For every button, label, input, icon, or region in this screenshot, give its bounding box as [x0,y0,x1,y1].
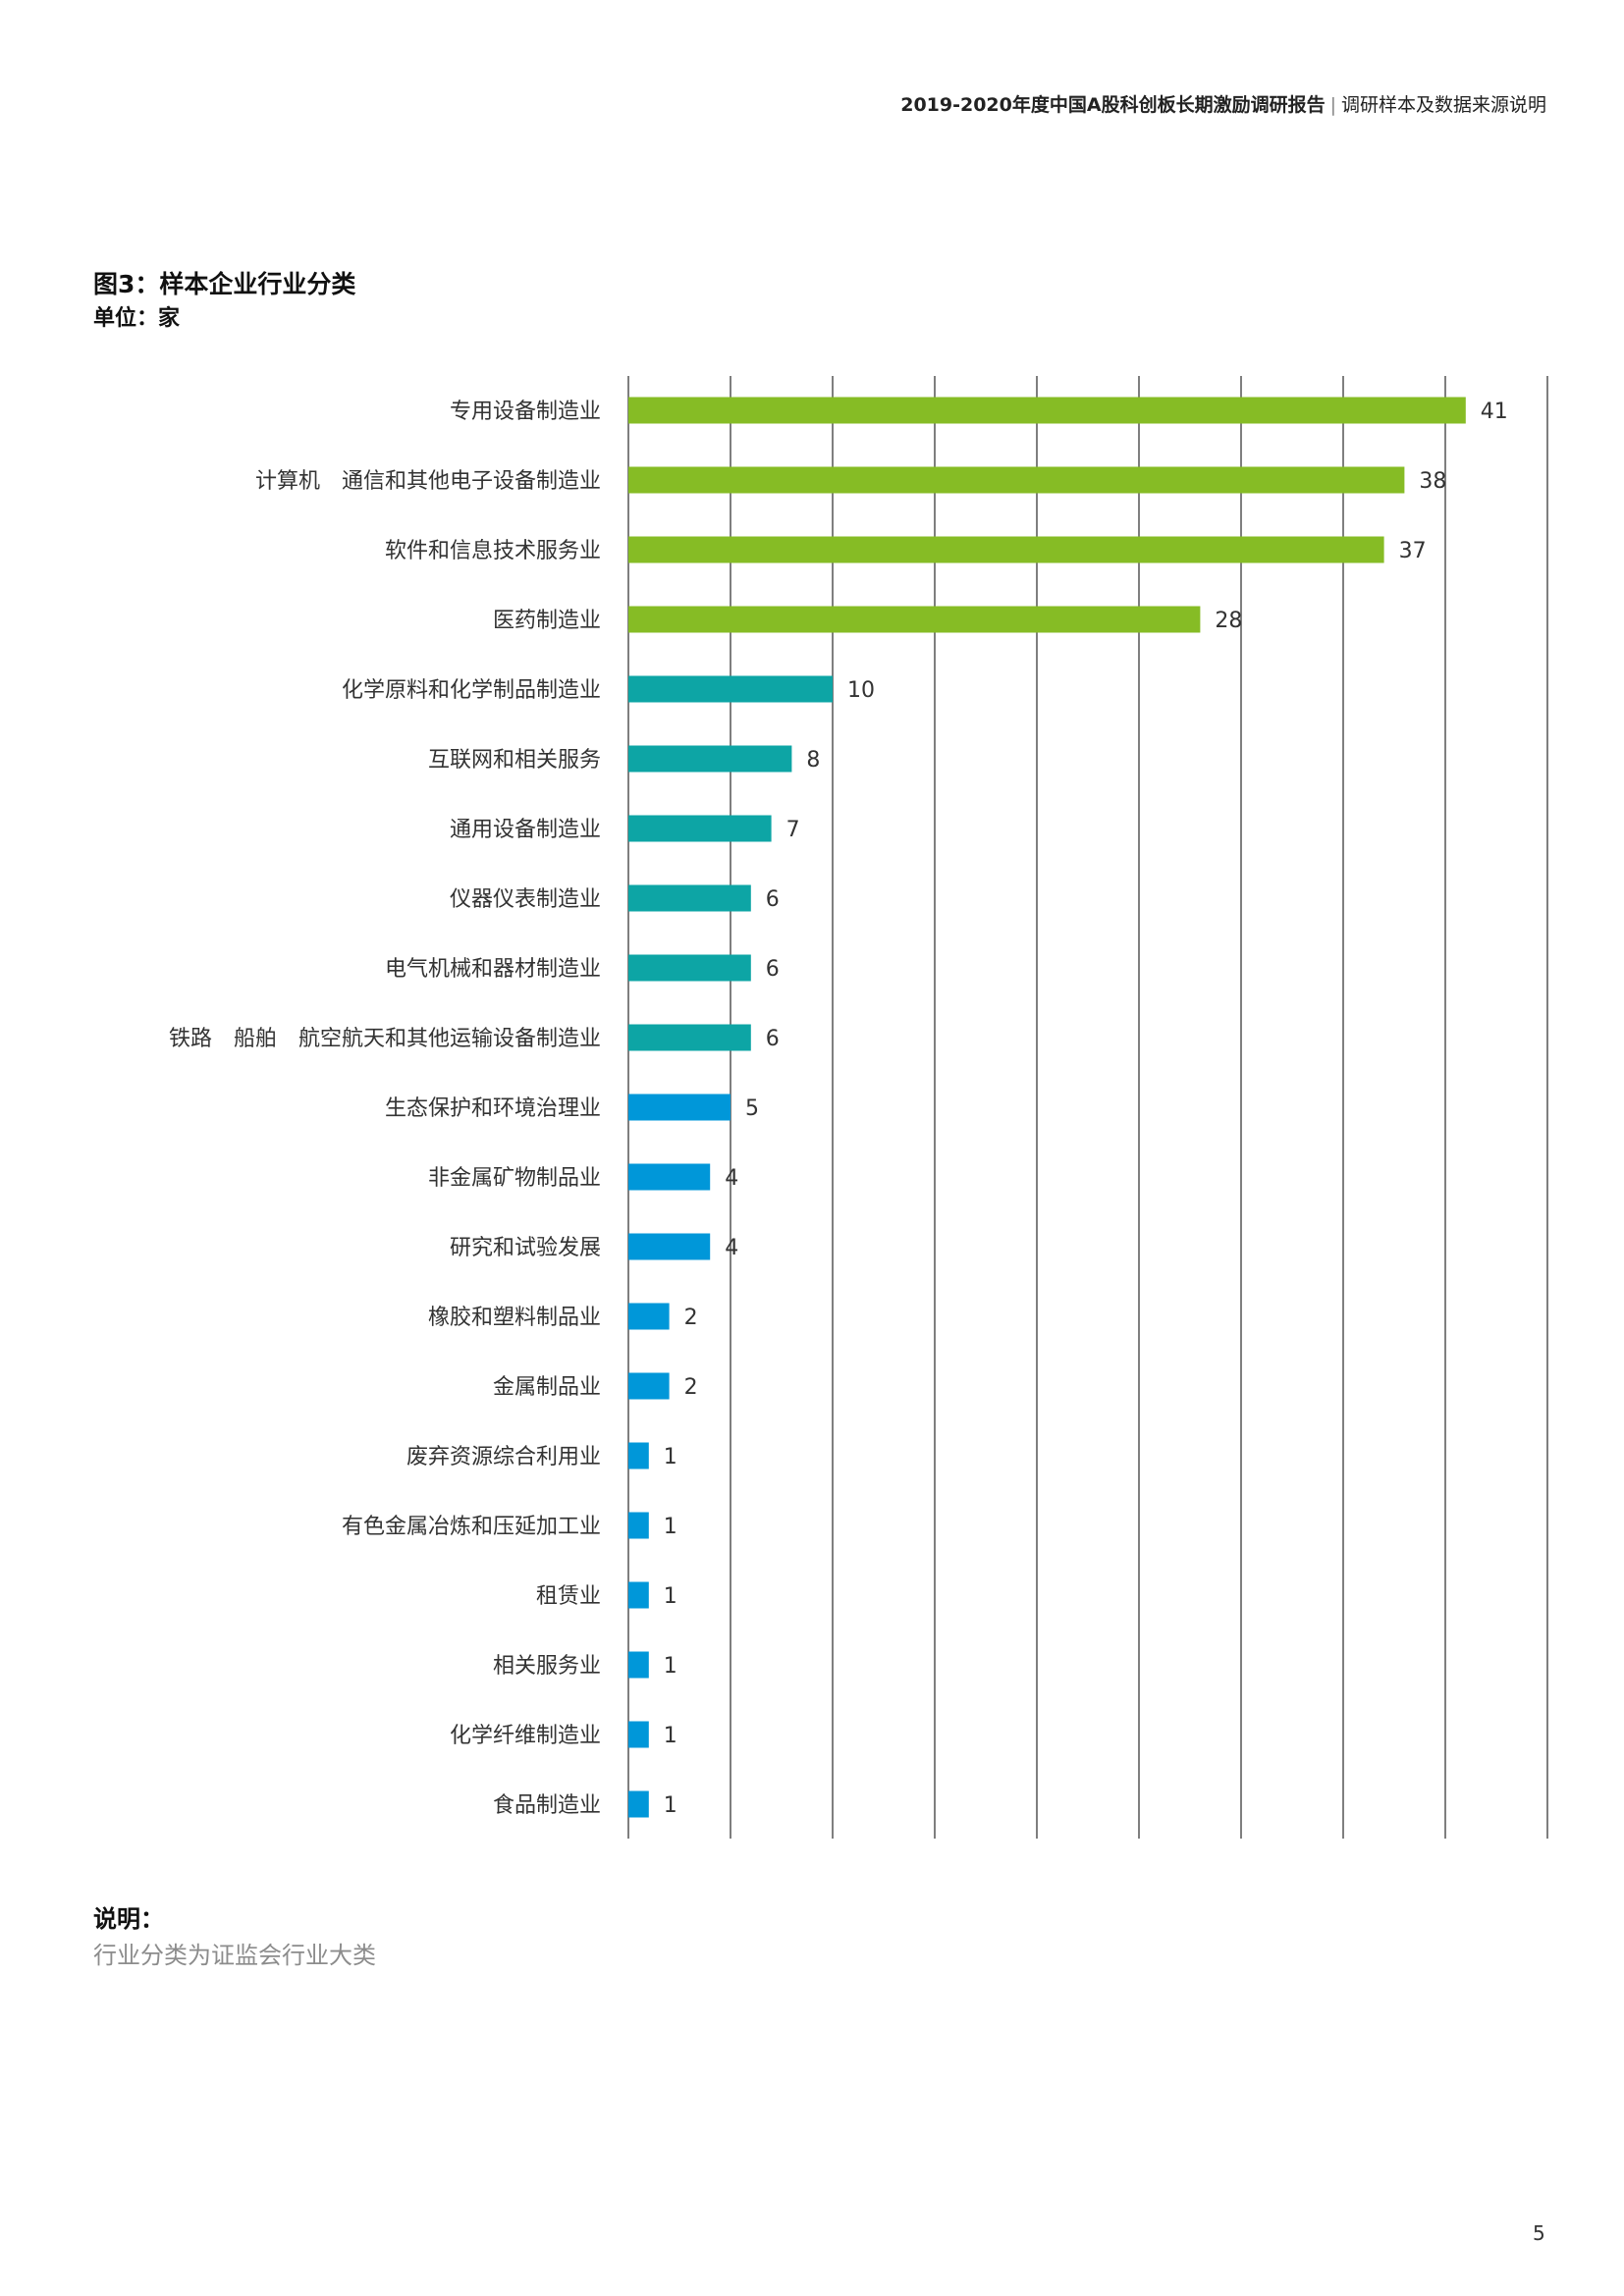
header-separator: | [1329,94,1336,116]
category-label: 化学纤维制造业 [450,1724,601,1748]
value-label: 10 [847,678,875,703]
bar [628,1512,649,1539]
bar [628,745,792,773]
note-text: 行业分类为证监会行业大类 [93,1942,376,1969]
bar [628,1581,649,1609]
bar [628,1024,751,1051]
value-label: 6 [766,1027,780,1051]
category-label: 化学原料和化学制品制造业 [342,678,601,703]
bar [628,397,1466,424]
category-label: 有色金属冶炼和压延加工业 [342,1515,601,1539]
figure-title: 图3：样本企业行业分类 [93,270,356,298]
category-label: 铁路 船舶 航空航天和其他运输设备制造业 [169,1027,601,1051]
value-label: 2 [684,1306,698,1330]
bar [628,815,772,842]
category-label: 金属制品业 [493,1375,601,1400]
category-label: 食品制造业 [493,1793,601,1818]
category-label: 软件和信息技术服务业 [385,539,601,563]
value-label: 1 [664,1654,677,1679]
bar [628,1303,670,1330]
bar [628,1163,711,1191]
category-label: 电气机械和器材制造业 [385,957,601,982]
category-label: 废弃资源综合利用业 [406,1445,601,1469]
value-label: 4 [725,1166,738,1191]
bar [628,1233,711,1260]
value-label: 38 [1419,469,1446,494]
category-label: 研究和试验发展 [450,1236,601,1260]
value-label: 7 [786,818,800,842]
category-label: 医药制造业 [493,609,601,633]
category-label: 仪器仪表制造业 [450,887,601,912]
value-label: 4 [725,1236,738,1260]
category-label: 计算机 通信和其他电子设备制造业 [255,469,601,494]
category-label: 专用设备制造业 [450,400,601,424]
bar [628,1721,649,1748]
category-label: 通用设备制造业 [450,818,601,842]
bar [628,1094,731,1121]
value-label: 1 [664,1584,677,1609]
bar [628,1651,649,1679]
section-title: 调研样本及数据来源说明 [1340,94,1546,116]
bar [628,884,751,912]
value-label: 37 [1399,539,1427,563]
report-title: 2019-2020年度中国A股科创板长期激励调研报告 [900,94,1326,116]
value-label: 28 [1215,609,1242,633]
value-label: 6 [766,887,780,912]
bar [628,1442,649,1469]
value-label: 41 [1481,400,1508,424]
bar [628,606,1201,633]
category-label: 生态保护和环境治理业 [385,1096,601,1121]
page-number: 5 [1533,2221,1545,2245]
value-label: 5 [745,1096,759,1121]
value-label: 6 [766,957,780,982]
bar [628,466,1405,494]
category-label: 互联网和相关服务 [428,748,601,773]
category-label: 相关服务业 [493,1654,601,1679]
value-label: 2 [684,1375,698,1400]
value-label: 8 [806,748,820,773]
value-label: 1 [664,1793,677,1818]
note-title: 说明： [93,1905,164,1933]
value-label: 1 [664,1515,677,1539]
category-label: 租赁业 [536,1584,601,1609]
category-label: 橡胶和塑料制品业 [428,1306,601,1330]
figure-unit: 单位：家 [93,306,181,331]
page-header: 2019-2020年度中国A股科创板长期激励调研报告 | 调研样本及数据来源说明 [900,90,1546,117]
value-label: 1 [664,1724,677,1748]
value-label: 1 [664,1445,677,1469]
bar [628,1372,670,1400]
bar [628,536,1384,563]
bar [628,1790,649,1818]
bar [628,954,751,982]
bar [628,675,833,703]
category-label: 非金属矿物制品业 [428,1166,601,1191]
